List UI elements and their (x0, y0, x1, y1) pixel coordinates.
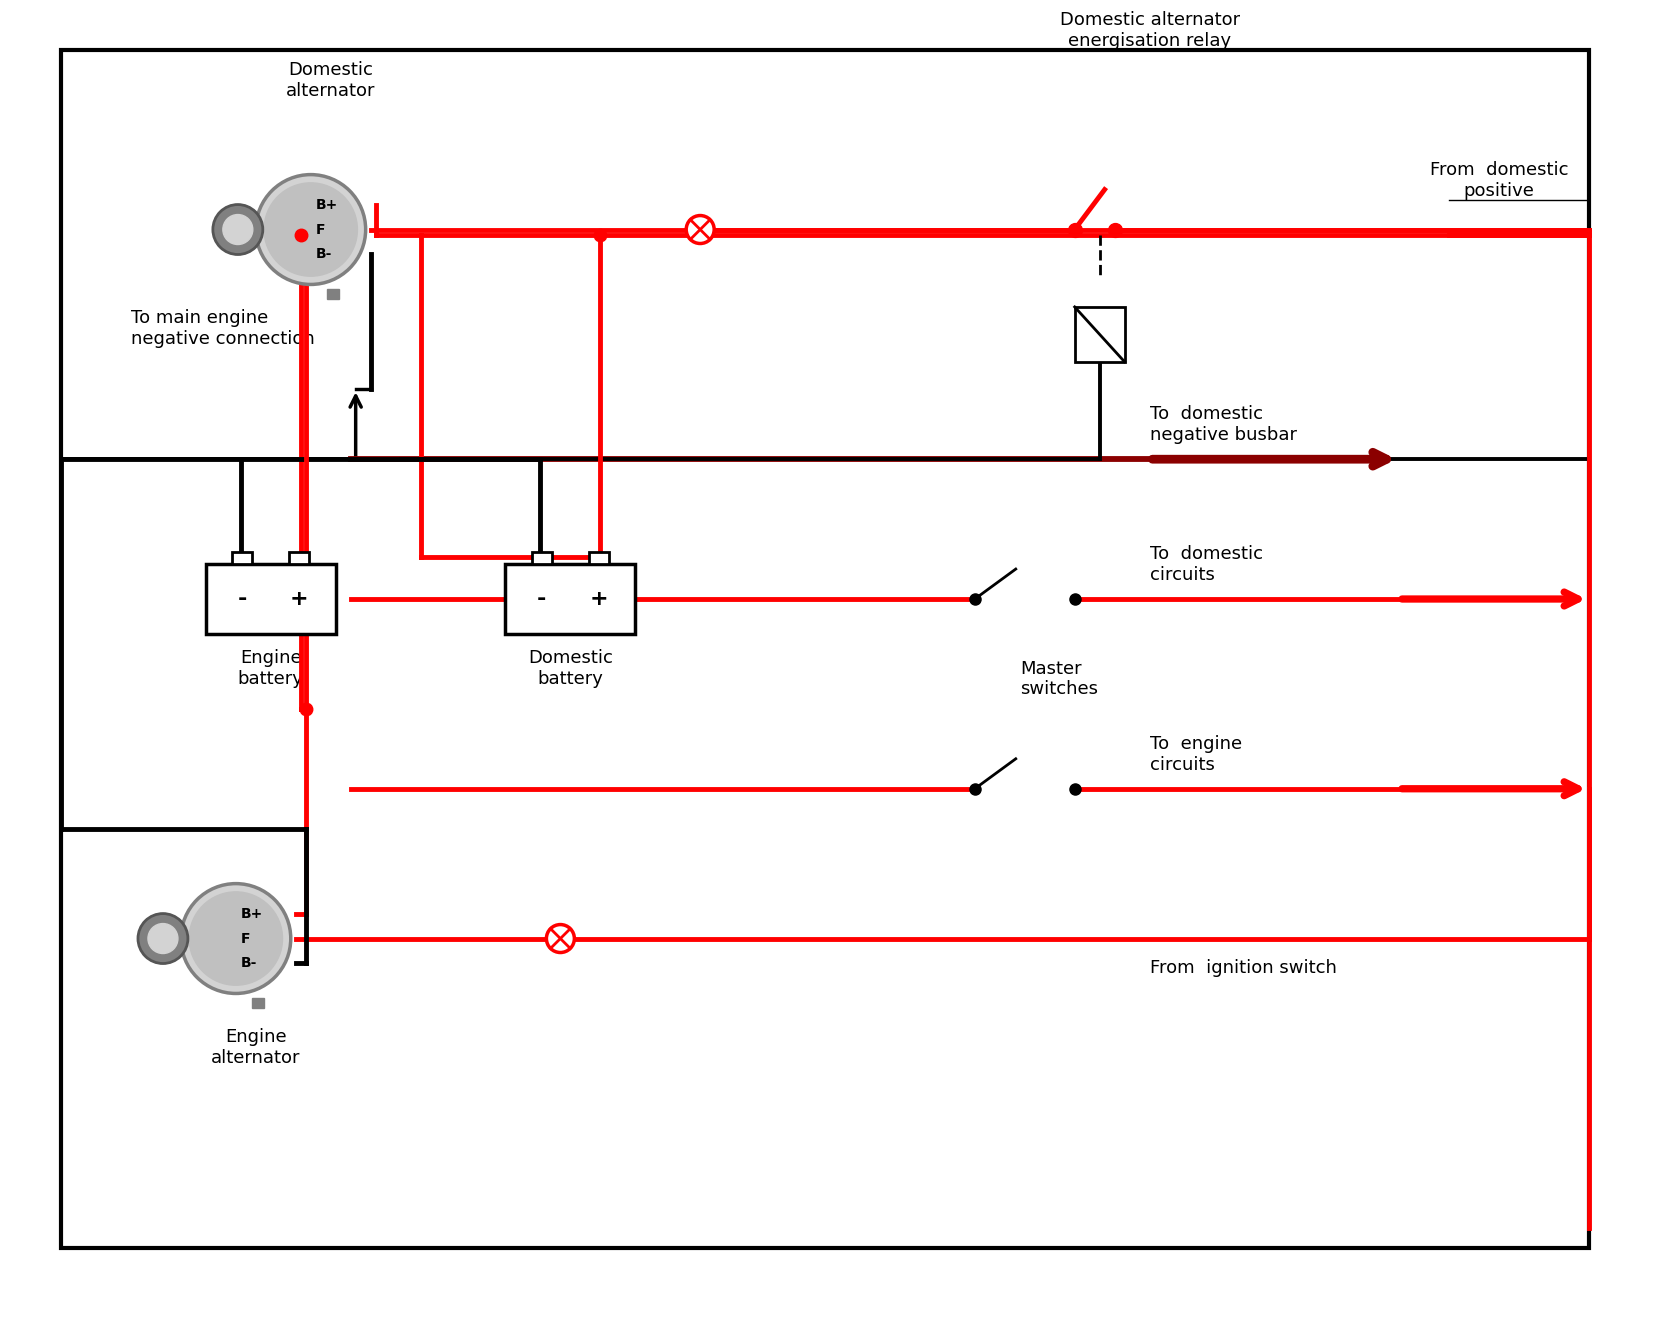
Text: Master
switches: Master switches (1020, 660, 1097, 699)
Text: Domestic alternator
energisation relay: Domestic alternator energisation relay (1060, 11, 1240, 49)
Text: B+: B+ (316, 198, 338, 211)
Bar (250, 218, 260, 242)
Text: -: - (237, 590, 247, 610)
Bar (590, 552, 608, 564)
Text: +: + (590, 590, 608, 610)
Circle shape (213, 205, 262, 255)
Text: +: + (291, 590, 309, 610)
Circle shape (181, 883, 291, 993)
Text: From  ignition switch: From ignition switch (1149, 959, 1337, 976)
Text: Domestic
battery: Domestic battery (528, 649, 613, 688)
Text: F: F (240, 931, 250, 946)
Text: Engine
alternator: Engine alternator (212, 1028, 301, 1068)
Text: To  domestic
circuits: To domestic circuits (1149, 546, 1263, 584)
Circle shape (255, 174, 366, 284)
Circle shape (264, 183, 358, 276)
Text: B-: B- (316, 247, 333, 262)
Bar (1075, 307, 1124, 361)
Text: From  domestic
positive: From domestic positive (1430, 161, 1569, 199)
Text: -: - (538, 590, 546, 610)
Bar (252, 999, 264, 1008)
Bar (533, 552, 551, 564)
Text: B+: B+ (240, 907, 264, 920)
Circle shape (148, 923, 178, 954)
Circle shape (190, 892, 282, 985)
Text: Domestic
alternator: Domestic alternator (286, 61, 375, 100)
Circle shape (685, 215, 714, 243)
Text: To  domestic
negative busbar: To domestic negative busbar (1149, 405, 1297, 445)
Bar (506, 564, 635, 633)
Bar (207, 564, 336, 633)
Bar (328, 290, 339, 299)
Text: To  engine
circuits: To engine circuits (1149, 734, 1242, 774)
Bar (232, 552, 252, 564)
Circle shape (223, 215, 252, 244)
Text: F: F (316, 223, 326, 236)
Text: To main engine
negative connection: To main engine negative connection (131, 309, 314, 348)
Circle shape (546, 924, 575, 952)
Bar (176, 927, 186, 951)
Bar (289, 552, 309, 564)
Text: B-: B- (240, 956, 257, 971)
Circle shape (138, 914, 188, 964)
Text: Engine
battery: Engine battery (239, 649, 304, 688)
